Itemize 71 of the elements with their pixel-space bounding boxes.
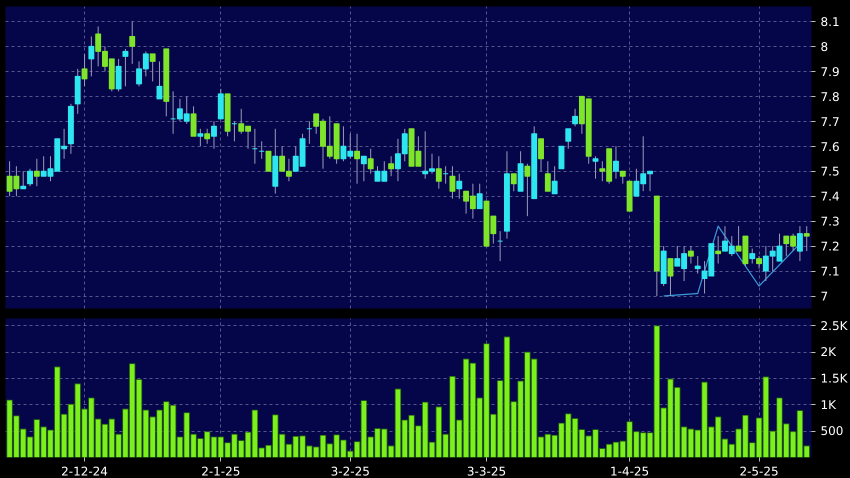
y-tick-label: 7.5 (820, 164, 840, 179)
candlestick (34, 158, 40, 187)
x-tick-label: 2-1-25 (201, 464, 240, 478)
y-tick-label: 2.5K (820, 318, 849, 333)
y-tick-label: 7.8 (820, 90, 840, 104)
candlestick (756, 256, 762, 270)
candlestick (524, 163, 530, 217)
candlestick (510, 173, 517, 192)
candlestick (442, 166, 449, 184)
y-tick-label: 1K (820, 398, 838, 412)
candlestick (129, 20, 136, 64)
candlestick (150, 53, 156, 82)
candlestick (694, 256, 701, 274)
candlestick (306, 120, 312, 144)
candlestick (544, 160, 551, 192)
candlestick (122, 48, 128, 87)
candlestick (804, 226, 810, 252)
y-tick-label: 7.1 (820, 264, 840, 279)
candlestick (796, 226, 803, 262)
candlestick (388, 156, 394, 177)
candlestick (197, 128, 204, 147)
candlestick (749, 248, 756, 264)
y-tick-label: 2K (820, 345, 838, 360)
candlestick (538, 138, 544, 172)
candlestick (592, 156, 598, 180)
candlestick (620, 170, 626, 184)
candlestick (231, 120, 238, 142)
candlestick (715, 236, 722, 264)
candlestick (211, 120, 217, 150)
candlestick (266, 150, 272, 172)
y-tick-label: 1.5K (820, 372, 849, 386)
candlestick (572, 108, 578, 127)
candlestick (20, 170, 26, 190)
y-tick-label: 8.1 (820, 14, 840, 29)
x-tick-label: 3-3-25 (466, 464, 506, 478)
x-tick-label: 2-5-25 (739, 464, 779, 478)
candlestick (204, 128, 210, 144)
candlestick (456, 173, 462, 200)
candlestick (476, 183, 483, 210)
candlestick (688, 246, 694, 264)
candlestick (156, 60, 162, 100)
candlestick (82, 53, 88, 87)
candlestick (258, 140, 265, 160)
x-tick-label: 2-12-24 (61, 464, 108, 478)
y-tick-label: 7.6 (820, 140, 840, 154)
candlestick (252, 128, 258, 164)
candlestick (116, 58, 122, 92)
candlestick (558, 146, 564, 170)
y-tick-label: 7.9 (820, 64, 840, 79)
candlestick (88, 36, 94, 77)
candlestick (613, 146, 619, 180)
candlestick (449, 166, 456, 200)
y-tick-label: 500 (820, 424, 844, 438)
x-tick-label: 3-2-25 (330, 464, 370, 478)
y-tick-label: 7 (820, 290, 828, 304)
y-tick-label: 7.7 (820, 114, 840, 129)
candlestick (354, 133, 360, 184)
candlestick (497, 230, 504, 262)
candlestick (565, 128, 572, 150)
candlestick (368, 148, 374, 174)
y-tick-label: 7.3 (820, 214, 840, 229)
candlestick (190, 106, 196, 137)
candlestick (436, 156, 442, 190)
y-tick-label: 7.4 (820, 190, 840, 204)
candlestick (668, 258, 674, 297)
y-tick-label: 8 (820, 40, 828, 54)
candlestick (27, 168, 33, 187)
candlestick (552, 166, 558, 194)
y-tick-label: 7.2 (820, 240, 840, 254)
candlestick (360, 156, 367, 182)
x-tick-label: 1-4-25 (610, 464, 650, 478)
